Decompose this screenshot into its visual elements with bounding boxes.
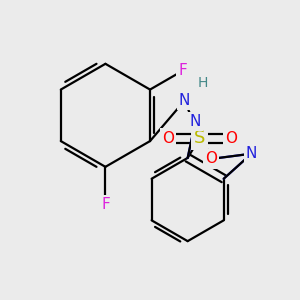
Text: F: F — [101, 197, 110, 212]
Text: F: F — [178, 63, 187, 78]
Text: N: N — [246, 146, 257, 161]
Text: O: O — [162, 130, 174, 146]
Text: N: N — [179, 93, 190, 108]
Text: N: N — [190, 114, 201, 129]
Text: O: O — [225, 130, 237, 146]
Text: O: O — [205, 152, 217, 166]
Text: S: S — [194, 129, 205, 147]
Text: H: H — [197, 76, 208, 90]
